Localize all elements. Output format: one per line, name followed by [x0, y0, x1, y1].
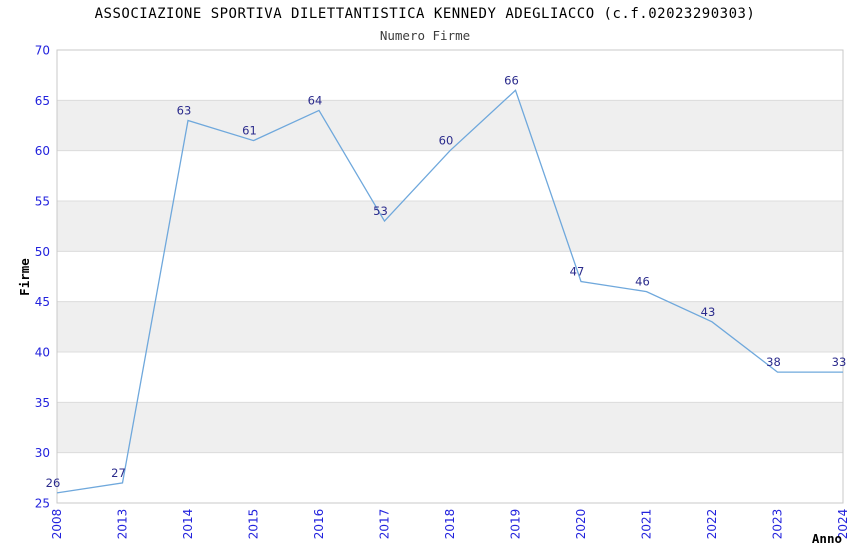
data-point-label: 26 [46, 476, 61, 490]
plot-bands [57, 100, 843, 453]
x-tick-label: 2018 [443, 509, 457, 540]
y-tick-label: 25 [35, 497, 50, 511]
data-point-label: 46 [635, 275, 650, 289]
x-tick-label: 2020 [574, 509, 588, 540]
band [57, 402, 843, 453]
data-point-label: 60 [439, 134, 454, 148]
x-tick-labels: 2008 2013 2014 2015 2016 2017 2018 2019 2020 2021… [50, 509, 850, 540]
data-labels: 26 27 63 61 64 53 60 66 47 46 43 38 33 [46, 73, 847, 490]
data-point-label: 43 [701, 305, 716, 319]
y-tick-label: 35 [35, 396, 50, 410]
y-tick-label: 60 [35, 144, 50, 158]
data-point-label: 33 [832, 355, 847, 369]
x-tick-label: 2024 [836, 509, 850, 540]
data-point-label: 66 [504, 73, 519, 87]
x-tick-label: 2019 [509, 509, 523, 540]
data-point-label: 27 [111, 466, 126, 480]
data-point-label: 53 [373, 204, 388, 218]
chart-subtitle: Numero Firme [379, 28, 471, 43]
y-tick-label: 30 [35, 446, 50, 460]
data-point-label: 47 [570, 265, 585, 279]
x-tick-label: 2015 [247, 509, 261, 540]
data-point-label: 61 [242, 124, 257, 138]
y-tick-label: 65 [35, 94, 50, 108]
chart-title: ASSOCIAZIONE SPORTIVA DILETTANTISTICA KE… [94, 6, 756, 22]
plot-border [56, 49, 844, 504]
x-tick-label: 2013 [116, 509, 130, 540]
band [57, 301, 843, 352]
y-axis-title: Firme [17, 258, 32, 296]
y-tick-label: 55 [35, 195, 50, 209]
x-tick-label: 2008 [50, 509, 64, 540]
data-point-label: 64 [308, 93, 323, 107]
data-point-label: 38 [766, 355, 781, 369]
x-tick-label: 2023 [771, 509, 785, 540]
y-tick-label: 50 [35, 245, 50, 259]
y-tick-label: 70 [35, 44, 50, 58]
y-tick-label: 40 [35, 346, 50, 360]
x-tick-label: 2022 [705, 509, 719, 540]
plot-gridlines [57, 99, 843, 454]
x-tick-label: 2016 [312, 509, 326, 540]
x-tick-label: 2017 [378, 509, 392, 540]
data-point-label: 63 [177, 103, 192, 117]
series-line [56, 89, 843, 494]
x-tick-label: 2021 [640, 509, 654, 540]
band [57, 100, 843, 151]
y-tick-label: 45 [35, 295, 50, 309]
band [57, 201, 843, 252]
x-axis-title: Anno [812, 531, 842, 546]
x-tick-label: 2014 [181, 509, 195, 540]
y-tick-labels: 25 30 35 40 45 50 55 60 65 70 [35, 44, 50, 511]
